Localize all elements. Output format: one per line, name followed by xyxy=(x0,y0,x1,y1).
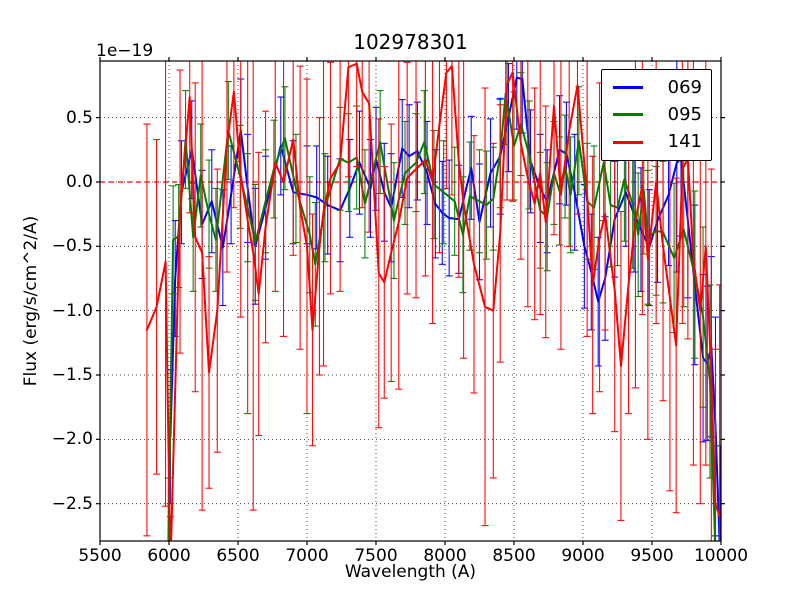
legend-label-141: 141 xyxy=(667,131,702,153)
y-tick-label: −2.0 xyxy=(51,429,93,450)
legend-entry-069: 069 xyxy=(602,75,711,101)
y-tick-label: 0.5 xyxy=(65,107,93,128)
x-tick-label: 8500 xyxy=(492,546,536,566)
y-tick-label: −1.0 xyxy=(51,300,93,321)
legend-entry-141: 141 xyxy=(602,129,711,155)
x-tick-label: 7500 xyxy=(354,546,398,566)
legend-entry-095: 095 xyxy=(602,102,711,128)
y-tick-label: −0.5 xyxy=(51,236,93,257)
x-axis-label: Wavelength (A) xyxy=(344,562,477,582)
x-tick-label: 9000 xyxy=(561,546,605,566)
legend-line-red-icon xyxy=(613,140,643,144)
y-tick-label: −2.5 xyxy=(51,493,93,514)
x-tick-label: 6000 xyxy=(147,546,191,566)
x-tick-label: 5500 xyxy=(78,546,122,566)
y-tick-label: 0.0 xyxy=(65,171,93,192)
legend-label-095: 095 xyxy=(667,103,702,125)
x-tick-label: 6500 xyxy=(216,546,260,566)
y-tick-label: −1.5 xyxy=(51,364,93,385)
legend-line-green-icon xyxy=(613,113,643,117)
legend: 069 095 141 xyxy=(601,69,712,161)
x-tick-label: 7000 xyxy=(285,546,329,566)
legend-label-069: 069 xyxy=(667,76,702,98)
legend-line-blue-icon xyxy=(613,86,643,90)
y-axis-offset-label: 1e−19 xyxy=(96,41,154,61)
x-tick-label: 8000 xyxy=(423,546,467,566)
x-tick-label: 9500 xyxy=(630,546,674,566)
x-tick-label: 10000 xyxy=(693,546,749,566)
chart-title: 102978301 xyxy=(353,30,468,54)
